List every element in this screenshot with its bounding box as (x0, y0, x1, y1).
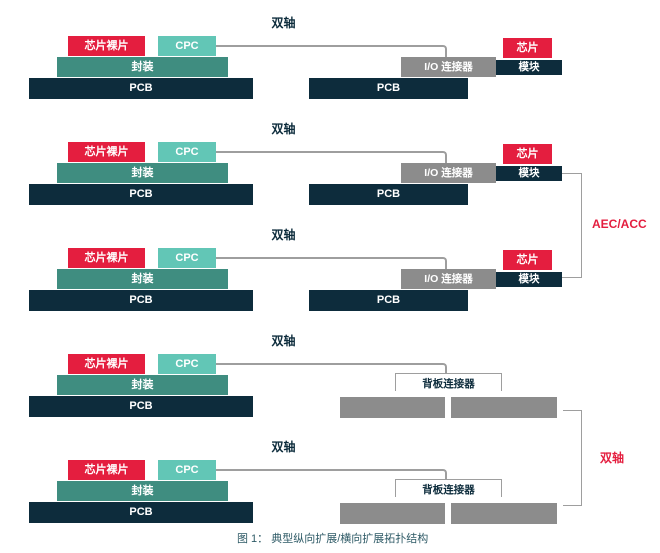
package-box: 封装 (57, 163, 228, 183)
cpc-box: CPC (158, 354, 216, 374)
backplane-connector-label: 背板连接器 (422, 484, 475, 496)
axis-label: 双轴 (271, 16, 296, 30)
figure-caption: 图 1： 典型纵向扩展/横向扩展拓扑结构 (237, 533, 429, 545)
right-pcb-box: PCB (309, 290, 468, 311)
backplane-bracket (395, 373, 502, 391)
connector-line (216, 257, 447, 269)
connector-line (216, 45, 447, 57)
line-card-bar-left (340, 503, 445, 524)
die-box: 芯片裸片 (68, 460, 145, 480)
pcb-box: PCB (29, 502, 253, 523)
pcb-box: PCB (29, 290, 253, 311)
chip-box: 芯片 (503, 144, 552, 164)
die-box: 芯片裸片 (68, 248, 145, 268)
io-connector-box: I/O 连接器 (401, 163, 496, 183)
biaxial-label: 双轴 (600, 451, 625, 465)
io-connector-box: I/O 连接器 (401, 57, 496, 77)
aec-acc-label: AEC/ACC (592, 217, 647, 231)
module-box: 模块 (496, 60, 562, 75)
line-card-bar-left (340, 397, 445, 418)
connector-line (216, 469, 447, 479)
axis-label: 双轴 (271, 228, 296, 242)
io-connector-box: I/O 连接器 (401, 269, 496, 289)
right-pcb-box: PCB (309, 78, 468, 99)
chip-box: 芯片 (503, 250, 552, 270)
cpc-box: CPC (158, 248, 216, 268)
axis-label: 双轴 (271, 122, 296, 136)
connector-line (216, 151, 447, 163)
pcb-box: PCB (29, 184, 253, 205)
biaxial-bracket (563, 410, 582, 506)
cpc-box: CPC (158, 460, 216, 480)
module-box: 模块 (496, 272, 562, 287)
pcb-box: PCB (29, 396, 253, 417)
backplane-connector-label: 背板连接器 (422, 378, 475, 390)
package-box: 封装 (57, 375, 228, 395)
package-box: 封装 (57, 269, 228, 289)
die-box: 芯片裸片 (68, 354, 145, 374)
backplane-bracket (395, 479, 502, 497)
connector-line (216, 363, 447, 373)
cpc-box: CPC (158, 36, 216, 56)
right-pcb-box: PCB (309, 184, 468, 205)
axis-label: 双轴 (271, 440, 296, 454)
module-box: 模块 (496, 166, 562, 181)
axis-label: 双轴 (271, 334, 296, 348)
package-box: 封装 (57, 481, 228, 501)
package-box: 封装 (57, 57, 228, 77)
die-box: 芯片裸片 (68, 36, 145, 56)
line-card-bar-right (451, 397, 557, 418)
line-card-bar-right (451, 503, 557, 524)
aec-acc-bracket (562, 173, 582, 278)
chip-box: 芯片 (503, 38, 552, 58)
pcb-box: PCB (29, 78, 253, 99)
die-box: 芯片裸片 (68, 142, 145, 162)
cpc-box: CPC (158, 142, 216, 162)
